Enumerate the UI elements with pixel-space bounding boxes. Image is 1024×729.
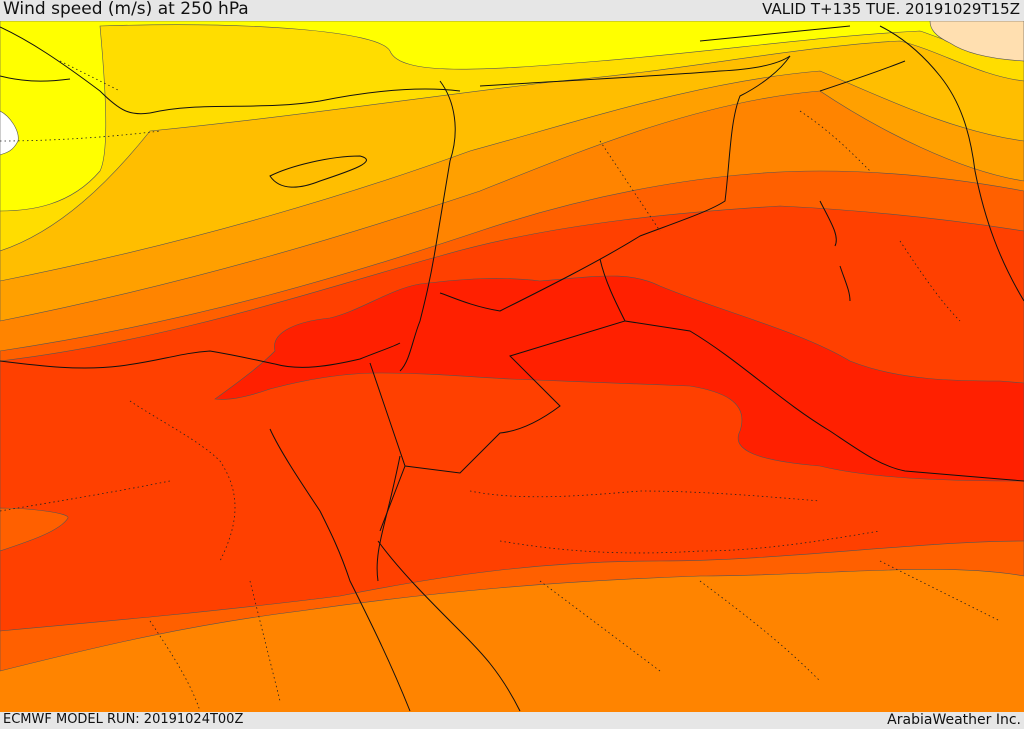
header-bar: Wind speed (m/s) at 250 hPa VALID T+135 … [0,0,1024,21]
wind-speed-map [0,21,1024,712]
band-2-area [0,21,1024,252]
admin-borders [0,60,1001,712]
valid-time-label: VALID T+135 TUE. 20191029T15Z [762,0,1020,18]
band-7-area [0,205,1024,632]
band-1-area [0,21,1024,212]
map-canvas [0,21,1024,712]
footer-bar: ECMWF MODEL RUN: 20191024T00Z ArabiaWeat… [0,712,1024,729]
land-ne-area [929,21,1024,62]
credit-label: ArabiaWeather Inc. [887,712,1021,728]
band-6-lobe [0,507,69,552]
coastlines [0,25,1024,712]
political-borders [369,55,1024,532]
model-run-label: ECMWF MODEL RUN: 20191024T00Z [3,712,244,727]
white-area [0,110,19,156]
map-title: Wind speed (m/s) at 250 hPa [3,0,249,19]
